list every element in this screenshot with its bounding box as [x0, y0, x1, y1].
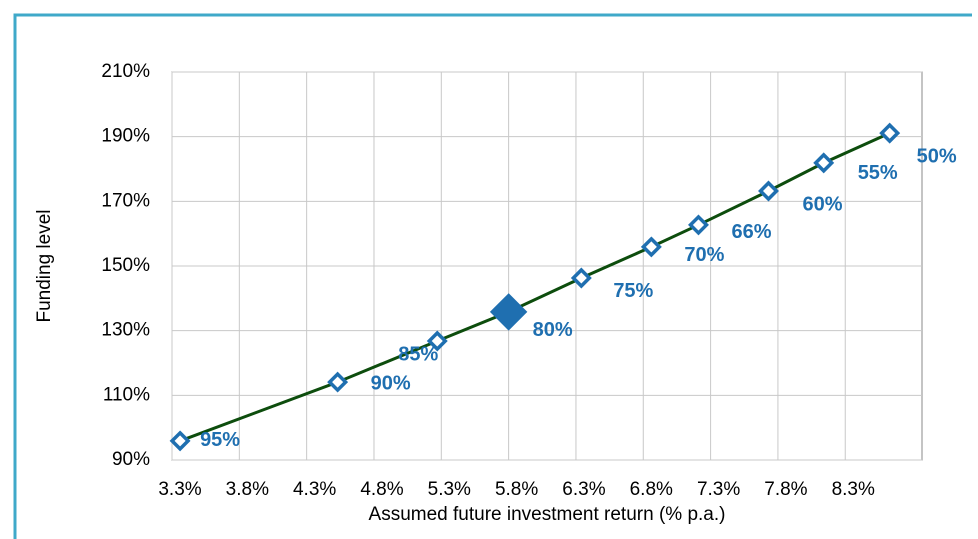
x-tick-label: 8.3%: [832, 479, 875, 500]
point-label: 75%: [613, 280, 653, 302]
y-tick-label: 210%: [101, 61, 150, 82]
x-tick-label: 7.3%: [697, 479, 740, 500]
point-label: 50%: [917, 145, 957, 167]
point-marker: [169, 430, 191, 452]
y-tick-label: 170%: [101, 190, 150, 211]
point-label: 70%: [684, 244, 724, 266]
point-marker: [879, 122, 901, 144]
frame: [13, 13, 972, 539]
point-marker: [813, 152, 835, 174]
point-marker: [489, 293, 528, 331]
point-label: 90%: [371, 372, 411, 394]
point-marker: [640, 236, 662, 258]
point-label: 95%: [200, 429, 240, 451]
x-tick-label: 3.8%: [226, 479, 269, 500]
point-marker: [426, 330, 448, 352]
point-marker: [327, 371, 349, 393]
point-label: 55%: [858, 162, 898, 184]
point-label: 66%: [731, 221, 771, 243]
y-tick-label: 90%: [112, 449, 150, 470]
x-tick-label: 4.3%: [293, 479, 336, 500]
point-label: 60%: [802, 193, 842, 215]
x-tick-label: 7.8%: [764, 479, 807, 500]
y-tick-label: 190%: [101, 126, 150, 147]
point-label: 80%: [533, 319, 573, 341]
x-tick-label: 6.3%: [562, 479, 605, 500]
x-tick-label: 5.3%: [428, 479, 471, 500]
point-marker: [570, 267, 592, 289]
x-tick-label: 6.8%: [630, 479, 673, 500]
y-axis-label: Funding level: [34, 209, 55, 322]
point-marker: [758, 180, 779, 202]
y-tick-label: 110%: [103, 384, 150, 405]
point-label: 85%: [398, 343, 438, 365]
x-tick-label: 4.8%: [360, 479, 403, 500]
point-marker: [688, 214, 709, 236]
x-axis-label: Assumed future investment return (% p.a.…: [369, 504, 726, 525]
x-tick-label: 3.3%: [158, 479, 201, 500]
y-tick-label: 150%: [101, 255, 150, 276]
series-line: [179, 131, 891, 443]
x-tick-label: 5.8%: [495, 479, 538, 500]
y-tick-label: 130%: [101, 320, 150, 341]
